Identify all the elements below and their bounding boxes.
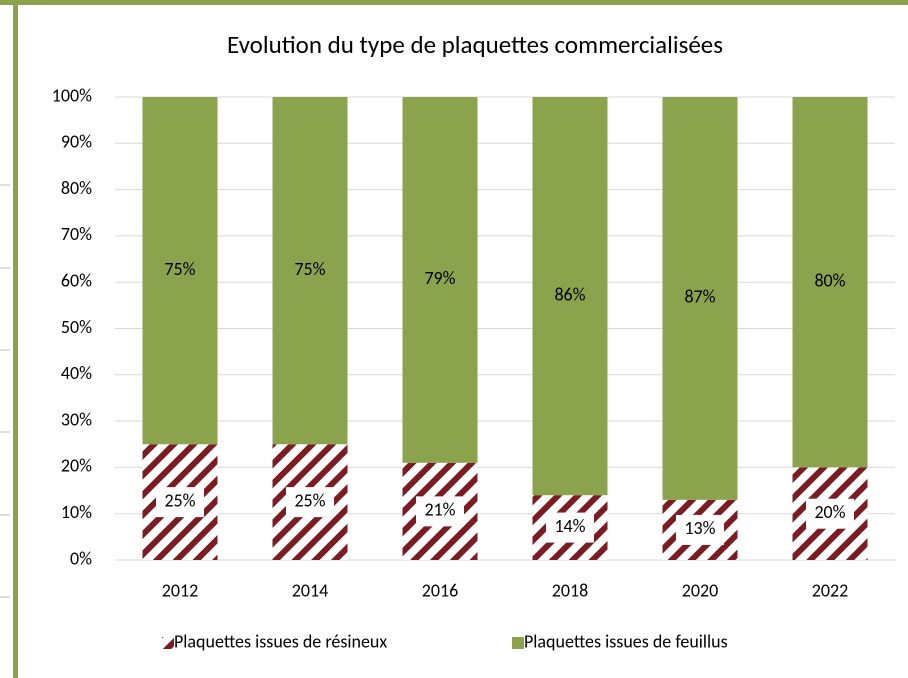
value-label: 79% [424,267,455,289]
bar-segment [662,97,738,500]
value-label: 20% [814,501,845,523]
value-label: 75% [294,258,325,280]
value-label: 80% [814,269,845,291]
y-tick-label: 90% [61,131,92,153]
value-label-box [156,487,204,518]
y-tick-label: 70% [61,223,92,245]
y-tick-label: 50% [61,316,92,338]
bar-segment [142,97,218,445]
value-label-box [286,487,334,518]
x-tick-label: 2012 [162,579,199,601]
value-label: 14% [554,515,585,537]
bar-segment [402,97,478,463]
y-tick-label: 10% [61,501,92,523]
value-label: 25% [294,489,325,511]
y-tick-label: 30% [61,408,92,430]
bar-segment [532,97,608,496]
legend-swatch [512,637,524,649]
legend-label: Plaquettes issues de feuillus [524,630,728,652]
y-tick-label: 0% [70,547,92,569]
x-tick-label: 2022 [812,579,849,601]
value-label-box [676,514,724,545]
legend-label: Plaquettes issues de résineux [174,630,387,652]
y-tick-label: 100% [52,84,92,106]
side-ticks [0,184,10,598]
value-label-box [416,496,464,527]
y-tick-label: 20% [61,455,92,477]
x-tick-label: 2018 [552,579,589,601]
frame-left [13,0,18,678]
y-tick-label: 60% [61,269,92,291]
value-label: 13% [684,517,715,539]
x-tick-label: 2016 [422,579,459,601]
value-label: 86% [554,283,585,305]
value-label: 87% [684,286,715,308]
bar-segment [792,97,868,468]
y-tick-label: 80% [61,177,92,199]
frame-top [0,0,908,5]
value-label-box [806,498,854,529]
y-tick-label: 40% [61,362,92,384]
x-tick-label: 2020 [682,579,719,601]
chart-title: Evolution du type de plaquettes commerci… [227,29,723,60]
value-label-box [546,512,594,543]
x-tick-label: 2014 [292,579,329,601]
value-label: 25% [164,489,195,511]
value-label: 21% [424,499,455,521]
value-label: 75% [164,258,195,280]
legend-swatch [162,637,174,649]
bar-segment [272,97,348,445]
